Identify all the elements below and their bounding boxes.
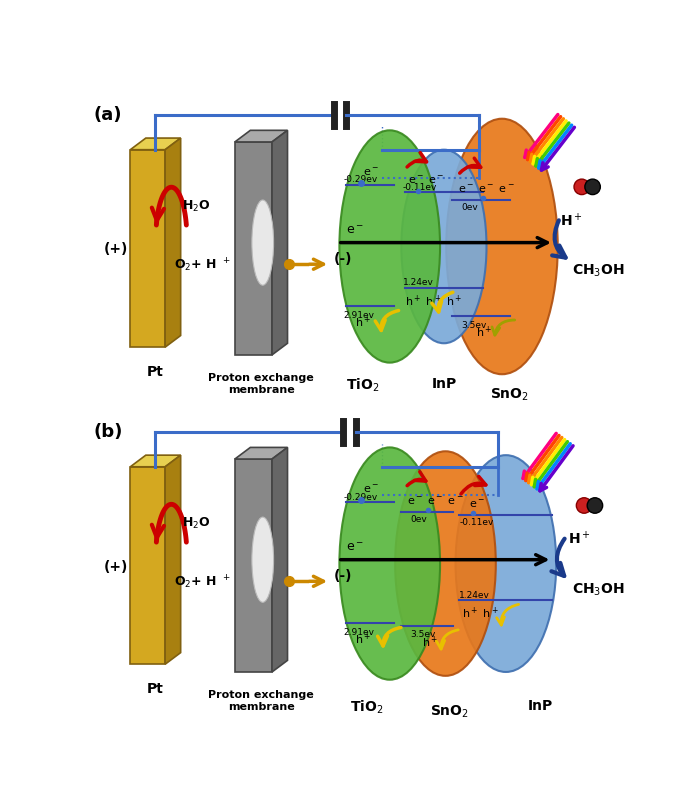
Text: SnO$_2$: SnO$_2$ [490, 386, 529, 403]
Text: TiO$_2$: TiO$_2$ [346, 377, 379, 393]
Text: CH$_3$OH: CH$_3$OH [572, 581, 624, 597]
Ellipse shape [252, 201, 274, 286]
Polygon shape [165, 139, 181, 348]
Text: H$^+$: H$^+$ [560, 211, 583, 229]
Ellipse shape [340, 131, 440, 363]
Text: e$^-$ e$^-$: e$^-$ e$^-$ [407, 175, 444, 185]
Text: e$^-$ e$^-$ e$^-$: e$^-$ e$^-$ e$^-$ [407, 495, 463, 507]
Text: (b): (b) [94, 422, 123, 440]
Text: e$^-$: e$^-$ [346, 540, 363, 554]
Polygon shape [130, 455, 181, 467]
Polygon shape [130, 467, 165, 664]
Polygon shape [235, 143, 272, 356]
Polygon shape [235, 448, 288, 459]
Text: e$^-$ e$^-$ e$^-$: e$^-$ e$^-$ e$^-$ [458, 184, 514, 195]
Text: -0.29ev: -0.29ev [343, 175, 377, 184]
Text: 3.5ev: 3.5ev [411, 630, 436, 638]
Polygon shape [235, 131, 288, 143]
Text: e$^-$: e$^-$ [363, 167, 379, 178]
Text: -0.11ev: -0.11ev [459, 517, 494, 527]
Polygon shape [130, 150, 165, 348]
Text: h$^+$: h$^+$ [355, 315, 371, 330]
Circle shape [587, 498, 603, 514]
Ellipse shape [252, 517, 274, 602]
Text: H$^+$: H$^+$ [568, 530, 591, 547]
Text: TiO$_2$: TiO$_2$ [350, 698, 383, 715]
Text: H$_2$O: H$_2$O [182, 515, 211, 530]
Text: -0.29ev: -0.29ev [343, 492, 377, 501]
Text: h$^+$: h$^+$ [355, 631, 371, 646]
Text: (-): (-) [334, 569, 353, 582]
Text: 2.91ev: 2.91ev [343, 311, 374, 320]
Text: SnO$_2$: SnO$_2$ [430, 703, 469, 719]
Text: Proton exchange
membrane: Proton exchange membrane [209, 689, 314, 711]
Polygon shape [235, 459, 272, 672]
Text: 2.91ev: 2.91ev [343, 627, 374, 636]
Text: 3.5ev: 3.5ev [462, 320, 487, 329]
Text: h$^+$ h$^+$: h$^+$ h$^+$ [462, 605, 498, 621]
Polygon shape [130, 139, 181, 150]
Text: H$_2$O: H$_2$O [182, 198, 211, 214]
Text: (-): (-) [334, 251, 353, 266]
Text: 0ev: 0ev [411, 515, 428, 524]
Polygon shape [165, 455, 181, 664]
Text: (+): (+) [104, 559, 129, 573]
Text: Pt: Pt [147, 365, 164, 379]
Ellipse shape [340, 448, 440, 680]
Polygon shape [272, 131, 288, 356]
Text: -0.11ev: -0.11ev [403, 183, 438, 192]
Text: e$^-$: e$^-$ [346, 224, 363, 237]
Circle shape [574, 180, 589, 195]
Text: O$_2$+ H $^+$: O$_2$+ H $^+$ [174, 573, 231, 590]
Circle shape [576, 498, 592, 514]
Text: h$^+$: h$^+$ [422, 634, 438, 649]
Text: (a): (a) [94, 106, 122, 124]
Polygon shape [272, 448, 288, 672]
Text: e$^-$: e$^-$ [470, 499, 486, 509]
Text: 1.24ev: 1.24ev [403, 278, 434, 287]
Text: CH$_3$OH: CH$_3$OH [572, 262, 624, 279]
Ellipse shape [401, 150, 486, 344]
Circle shape [585, 180, 601, 195]
Text: 1.24ev: 1.24ev [459, 590, 490, 599]
Text: h$^+$ h$^+$ h$^+$: h$^+$ h$^+$ h$^+$ [405, 293, 463, 308]
Text: InP: InP [431, 377, 456, 390]
Text: Proton exchange
membrane: Proton exchange membrane [209, 373, 314, 394]
Text: Pt: Pt [147, 682, 164, 695]
Ellipse shape [395, 452, 496, 676]
Text: h$^+$: h$^+$ [476, 324, 492, 340]
Text: InP: InP [528, 698, 553, 711]
Text: (+): (+) [104, 243, 129, 256]
Ellipse shape [446, 120, 558, 375]
Text: O$_2$+ H $^+$: O$_2$+ H $^+$ [174, 256, 231, 274]
Text: e$^-$: e$^-$ [363, 483, 379, 495]
Text: 0ev: 0ev [462, 203, 479, 212]
Ellipse shape [456, 455, 556, 672]
